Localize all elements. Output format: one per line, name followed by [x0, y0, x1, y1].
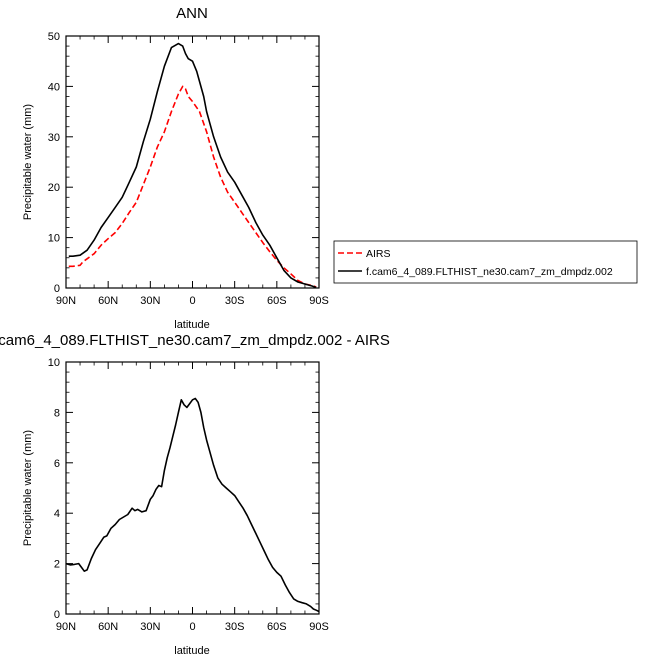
bottom-panel: .cam6_4_089.FLTHIST_ne30.cam7_zm_dmpdz.0…	[0, 332, 390, 657]
legend: AIRS f.cam6_4_089.FLTHIST_ne30.cam7_zm_d…	[333, 240, 638, 284]
top-y-axis-label: Precipitable water (mm)	[22, 104, 34, 220]
bottom-chart-title: .cam6_4_089.FLTHIST_ne30.cam7_zm_dmpdz.0…	[0, 332, 390, 349]
bottom-x-axis-label: latitude	[174, 645, 209, 657]
top-x-tick-label: 60N	[98, 295, 118, 307]
bot-y-tick-label: 0	[54, 609, 60, 621]
top-y-tick-label: 40	[48, 81, 60, 93]
top-y-ticks: 0 10 20 30 40 50	[48, 31, 319, 295]
top-series-line-0	[68, 85, 317, 288]
legend-label-model: f.cam6_4_089.FLTHIST_ne30.cam7_zm_dmpdz.…	[366, 266, 613, 278]
bot-y-tick-label: 10	[48, 357, 60, 369]
bot-x-tick-label: 0	[189, 621, 195, 633]
top-chart-title: ANN	[176, 5, 208, 22]
bot-x-tick-label: 90N	[56, 621, 76, 633]
top-x-tick-label: 30S	[225, 295, 245, 307]
bot-y-tick-label: 2	[54, 559, 60, 571]
top-plot-frame	[65, 35, 320, 289]
bottom-series-group	[65, 397, 320, 613]
top-series-group	[68, 42, 317, 289]
top-y-tick-label: 30	[48, 132, 60, 144]
top-x-ticks: 90N 60N 30N 0 30S 60S 90S	[56, 36, 329, 307]
bot-x-tick-label: 60N	[98, 621, 118, 633]
top-x-tick-label: 90S	[309, 295, 329, 307]
bottom-y-ticks: 0 2 4 6 8 10	[48, 357, 319, 621]
top-y-tick-label: 10	[48, 233, 60, 245]
bot-y-tick-label: 6	[54, 458, 60, 470]
top-panel: ANN 90N 60N 30N 0 30S 60S 90S 0 10 20 30 40 50 lati…	[22, 5, 329, 331]
top-y-tick-label: 0	[54, 283, 60, 295]
top-y-tick-label: 50	[48, 31, 60, 43]
legend-box	[333, 240, 638, 284]
bot-x-tick-label: 60S	[267, 621, 287, 633]
bot-x-tick-label: 30S	[225, 621, 245, 633]
bottom-x-ticks: 90N 60N 30N 0 30S 60S 90S	[56, 362, 329, 633]
bot-y-tick-label: 8	[54, 407, 60, 419]
bot-x-tick-label: 90S	[309, 621, 329, 633]
top-x-tick-label: 0	[189, 295, 195, 307]
top-y-tick-label: 20	[48, 182, 60, 194]
top-series-line-1	[68, 42, 317, 289]
top-x-axis-label: latitude	[174, 319, 209, 331]
bottom-y-axis-label: Precipitable water (mm)	[22, 430, 34, 546]
top-x-tick-label: 60S	[267, 295, 287, 307]
bot-y-tick-label: 4	[54, 508, 60, 520]
top-x-tick-label: 30N	[140, 295, 160, 307]
legend-label-airs: AIRS	[366, 248, 391, 260]
bot-x-tick-label: 30N	[140, 621, 160, 633]
bot-series-line-0	[65, 397, 320, 613]
top-x-tick-label: 90N	[56, 295, 76, 307]
